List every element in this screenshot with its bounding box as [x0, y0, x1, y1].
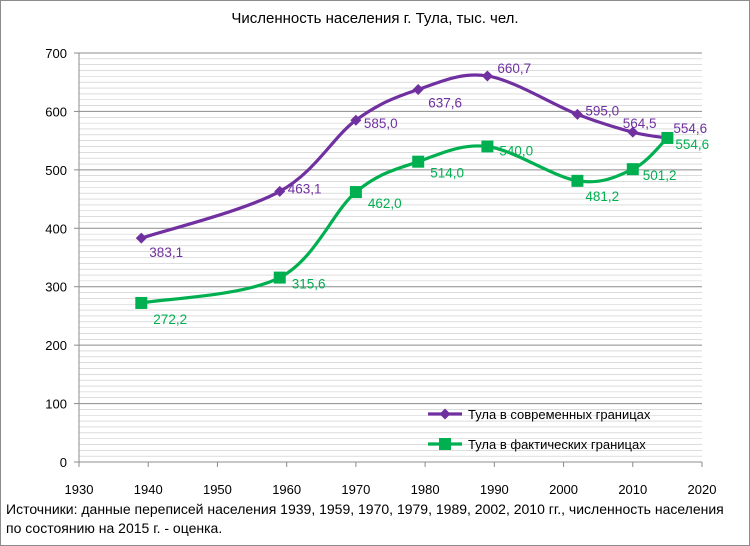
y-tick-label: 700 — [45, 46, 67, 61]
data-point-diamond — [412, 83, 424, 95]
y-tick-label: 500 — [45, 163, 67, 178]
legend-label: Тула в современных границах — [468, 407, 651, 422]
x-tick-label: 1940 — [134, 482, 163, 497]
data-point-diamond — [627, 126, 639, 138]
data-point-diamond — [274, 185, 286, 197]
data-point-square — [571, 174, 584, 187]
data-label: 463,1 — [288, 181, 322, 196]
y-tick-label: 100 — [45, 397, 67, 412]
legend-marker-square — [439, 438, 451, 450]
data-point-square — [273, 271, 286, 284]
x-tick-label: 1950 — [203, 482, 232, 497]
data-point-square — [349, 186, 362, 199]
axes: 0 100 200 300 400 500 600 700 1930 1940 1950 1960 19… — [45, 46, 716, 497]
y-tick-label: 600 — [45, 104, 67, 119]
data-label: 595,0 — [585, 103, 619, 118]
y-tick-label: 400 — [45, 221, 67, 236]
data-label: 660,7 — [497, 61, 531, 76]
data-point-square — [661, 131, 674, 144]
data-label: 514,0 — [430, 166, 464, 181]
x-tick-label: 2000 — [549, 482, 578, 497]
x-tick-label: 1930 — [65, 482, 94, 497]
data-labels: 383,1 463,1 585,0 637,6 660,7 595,0 564,5 554,6… — [149, 61, 709, 327]
data-point-diamond — [135, 232, 147, 244]
y-tick-label: 300 — [45, 280, 67, 295]
data-label: 481,2 — [585, 189, 619, 204]
data-point-diamond — [571, 108, 583, 120]
data-label: 501,2 — [643, 168, 677, 183]
data-label: 462,0 — [368, 196, 402, 211]
data-label: 585,0 — [364, 116, 398, 131]
data-label: 540,0 — [499, 143, 533, 158]
legend-label: Тула в фактических границах — [468, 437, 646, 452]
x-tick-label: 2020 — [688, 482, 717, 497]
data-label: 554,6 — [673, 121, 707, 136]
data-label: 554,6 — [675, 137, 709, 152]
y-tick-label: 0 — [60, 455, 67, 470]
data-label: 564,5 — [623, 116, 657, 131]
data-label: 383,1 — [149, 245, 183, 260]
data-point-square — [135, 296, 148, 309]
series-line-2 — [139, 136, 669, 305]
line-chart: 0 100 200 300 400 500 600 700 1930 1940 1950 1960 19… — [45, 46, 716, 497]
x-tick-label: 1980 — [411, 482, 440, 497]
data-point-square — [412, 155, 425, 168]
data-point-diamond — [481, 70, 493, 82]
chart-title: Численность населения г. Тула, тыс. чел. — [231, 10, 519, 27]
data-point-diamond — [350, 114, 362, 126]
data-label: 315,6 — [292, 277, 326, 292]
data-point-square — [626, 163, 639, 176]
data-label: 637,6 — [428, 95, 462, 110]
x-tick-label: 1990 — [480, 482, 509, 497]
legend: Тула в современных границах Тула в фактич… — [428, 407, 651, 452]
source-note: Источники: данные переписей населения 19… — [6, 501, 724, 536]
y-tick-label: 200 — [45, 338, 67, 353]
data-point-square — [481, 140, 494, 153]
series-layer — [135, 70, 674, 309]
x-tick-label: 2010 — [618, 482, 647, 497]
x-tick-label: 1970 — [341, 482, 370, 497]
data-label: 272,2 — [153, 312, 187, 327]
x-tick-label: 1960 — [272, 482, 301, 497]
legend-marker-diamond — [439, 408, 451, 420]
